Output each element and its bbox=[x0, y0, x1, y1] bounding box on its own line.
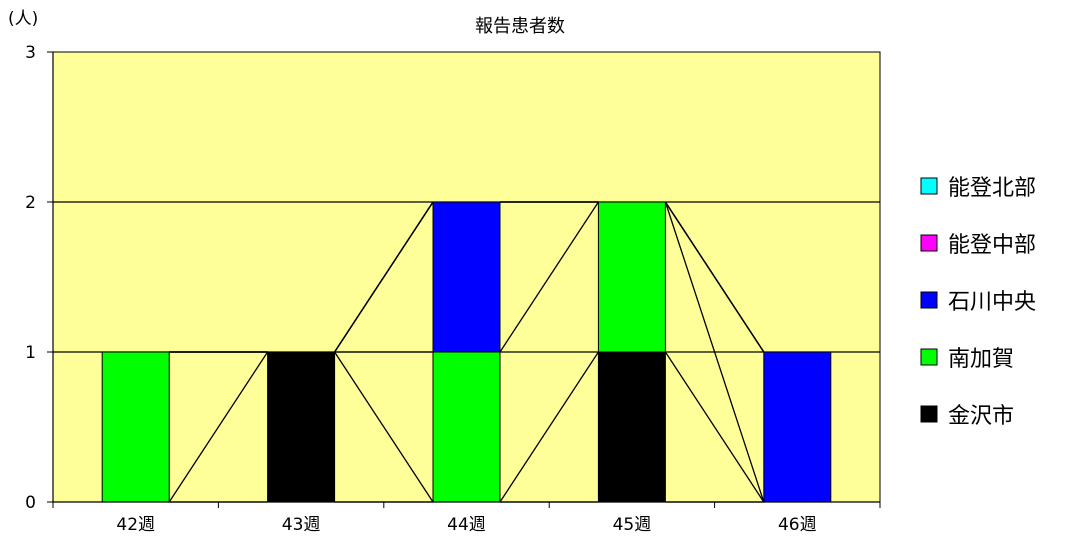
x-tick-label: 42週 bbox=[116, 515, 155, 535]
axes: 0 1 2 3 42週 43週 44週 45週 46週 bbox=[25, 43, 881, 535]
legend-label: 南加賀 bbox=[948, 347, 1014, 372]
series-line bbox=[664, 351, 765, 503]
series-line bbox=[499, 201, 599, 353]
x-tick-label: 45週 bbox=[613, 515, 652, 535]
y-tick-label: 2 bbox=[25, 193, 36, 213]
bar-segment bbox=[597, 351, 666, 503]
legend-label: 能登北部 bbox=[948, 176, 1036, 201]
y-tick-label: 1 bbox=[25, 343, 36, 363]
series-line bbox=[334, 201, 434, 353]
chart-title: 報告患者数 bbox=[475, 16, 565, 37]
bar-segment bbox=[432, 351, 501, 503]
y-axis-label: (人) bbox=[8, 9, 38, 29]
x-tick-label: 44週 bbox=[447, 515, 486, 535]
bar-segment bbox=[597, 201, 666, 353]
bar-segment bbox=[101, 351, 170, 503]
legend-swatch bbox=[920, 348, 938, 366]
y-tick-label: 3 bbox=[25, 43, 36, 63]
bar-segment bbox=[267, 351, 336, 503]
series-line bbox=[334, 351, 434, 503]
series-line bbox=[168, 351, 269, 503]
legend-swatch bbox=[920, 291, 938, 309]
legend-label: 金沢市 bbox=[948, 404, 1014, 429]
legend-label: 石川中央 bbox=[948, 290, 1036, 315]
series-line bbox=[499, 351, 599, 503]
x-tick-label: 43週 bbox=[282, 515, 321, 535]
x-tick-label: 46週 bbox=[778, 515, 817, 535]
legend-swatch bbox=[920, 234, 938, 252]
series-line bbox=[664, 201, 765, 353]
bar-segment bbox=[432, 201, 501, 353]
legend-swatch bbox=[920, 177, 938, 195]
legend-label: 能登中部 bbox=[948, 233, 1036, 258]
bar-segment bbox=[763, 351, 832, 503]
y-tick-label: 0 bbox=[25, 493, 36, 513]
series-line bbox=[664, 201, 765, 503]
legend-swatch bbox=[920, 405, 938, 423]
